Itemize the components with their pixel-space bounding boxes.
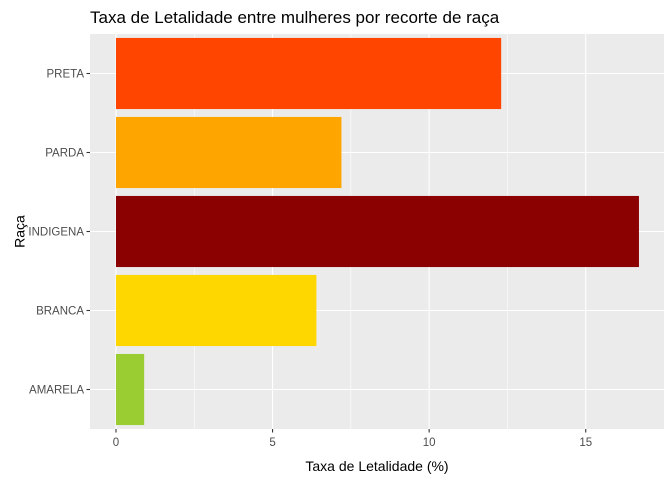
- bar-branca: [115, 274, 317, 347]
- bars: [115, 37, 639, 426]
- y-axis-title: Raça: [12, 215, 28, 248]
- y-tick-label: BRANCA: [36, 306, 84, 318]
- bar-indigena: [115, 195, 639, 268]
- x-tick-label: 15: [579, 437, 592, 449]
- y-tick-label: PARDA: [45, 148, 84, 160]
- bar-parda: [115, 116, 342, 189]
- axis-ticks: 0 5 10 15 AMARELA BRANCA INDIGENA PARDA PRETA: [28, 69, 592, 450]
- bar-amarela: [115, 353, 145, 426]
- y-tick-label: AMARELA: [29, 385, 84, 397]
- x-axis-title: Taxa de Letalidade (%): [305, 458, 448, 474]
- chart-title: Taxa de Letalidade entre mulheres por re…: [90, 8, 500, 27]
- x-tick-label: 10: [423, 437, 436, 449]
- y-tick-label: PRETA: [47, 69, 85, 81]
- y-tick-label: INDIGENA: [28, 227, 84, 239]
- bar-preta: [115, 37, 502, 110]
- x-tick-label: 5: [269, 437, 275, 449]
- x-tick-label: 0: [113, 437, 119, 449]
